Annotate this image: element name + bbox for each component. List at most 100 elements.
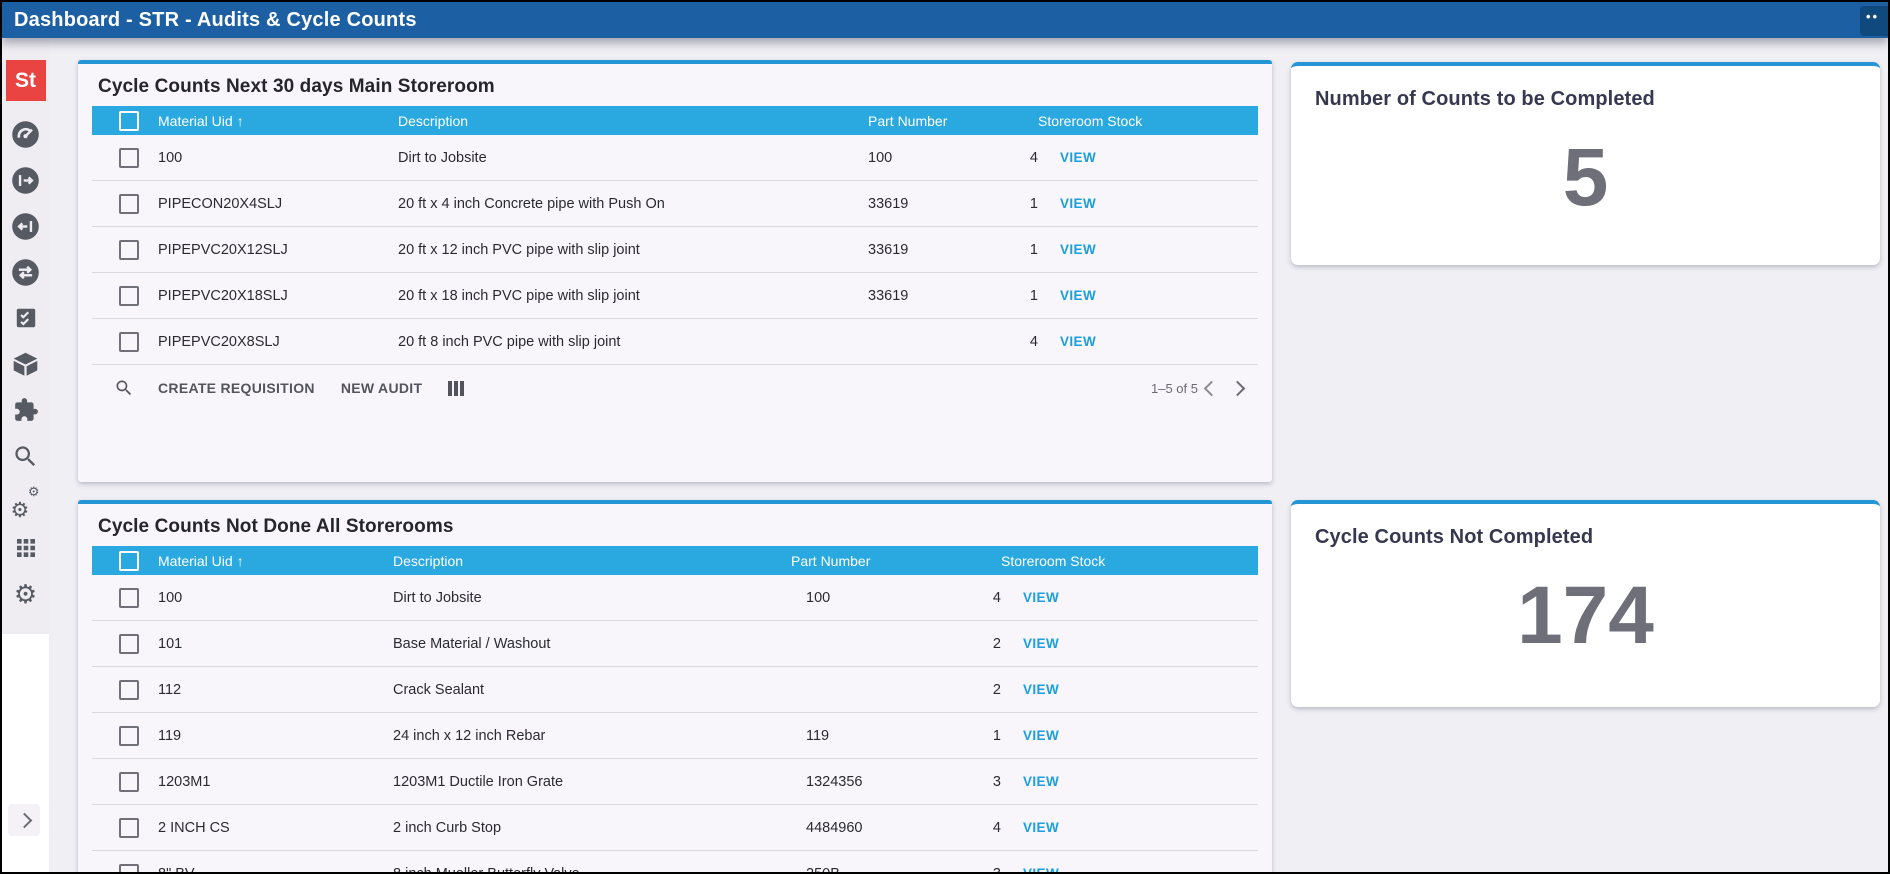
cell-description: 1203M1 Ductile Iron Grate xyxy=(393,773,564,790)
row-checkbox[interactable] xyxy=(119,863,139,872)
apps-grid-icon[interactable] xyxy=(11,533,41,563)
inventory-box-icon[interactable] xyxy=(11,349,41,379)
more-menu-button[interactable]: •• xyxy=(1860,6,1888,36)
view-link[interactable]: VIEW xyxy=(1060,150,1097,165)
expand-sidebar-button[interactable] xyxy=(8,804,40,836)
view-link[interactable]: VIEW xyxy=(1023,866,1060,874)
row-checkbox[interactable] xyxy=(119,771,139,792)
cell-part-number: 100 xyxy=(868,149,893,166)
row-checkbox[interactable] xyxy=(119,633,139,654)
cell-material-uid: 119 xyxy=(158,727,182,744)
row-checkbox[interactable] xyxy=(119,147,139,168)
return-in-icon[interactable] xyxy=(11,211,41,241)
cell-storeroom-stock: 4 xyxy=(992,819,1001,836)
table-footer: CREATE REQUISITION NEW AUDIT 1–5 of 5 xyxy=(92,365,1258,411)
card-cycle-counts-next-30-days: Cycle Counts Next 30 days Main Storeroom… xyxy=(78,60,1272,482)
row-checkbox[interactable] xyxy=(119,587,139,608)
table-header: Material Uid ↑ Description Part Number St… xyxy=(92,546,1258,575)
row-checkbox[interactable] xyxy=(119,193,139,214)
search-icon[interactable] xyxy=(11,441,41,471)
issue-out-icon[interactable] xyxy=(11,165,41,195)
row-checkbox[interactable] xyxy=(119,331,139,352)
table-header: Material Uid ↑ Description Part Number St… xyxy=(92,106,1258,135)
cell-description: 20 ft x 4 inch Concrete pipe with Push O… xyxy=(398,195,665,212)
table-row: 112 Crack Sealant 2 VIEW xyxy=(92,667,1258,713)
view-link[interactable]: VIEW xyxy=(1023,820,1060,835)
cell-description: 24 inch x 12 inch Rebar xyxy=(393,727,546,744)
cell-material-uid: 112 xyxy=(158,681,182,698)
settings-gear-icon[interactable]: ⚙ xyxy=(13,579,38,609)
cell-material-uid: PIPEPVC20X8SLJ xyxy=(158,333,280,350)
extensions-puzzle-icon[interactable] xyxy=(11,395,41,425)
dashboard-gauge-icon[interactable] xyxy=(11,119,41,149)
page-title: Dashboard - STR - Audits & Cycle Counts xyxy=(14,8,417,31)
column-description[interactable]: Description xyxy=(393,552,464,569)
row-checkbox[interactable] xyxy=(119,679,139,700)
column-description[interactable]: Description xyxy=(398,112,469,129)
cell-storeroom-stock: 2 xyxy=(992,681,1001,698)
cell-storeroom-stock: 3 xyxy=(992,773,1001,790)
table-row: 1203M1 1203M1 Ductile Iron Grate 1324356… xyxy=(92,759,1258,805)
sort-asc-icon: ↑ xyxy=(236,112,244,129)
table-row: 100 Dirt to Jobsite 100 4 VIEW xyxy=(92,575,1258,621)
cell-storeroom-stock: 2 xyxy=(992,635,1001,652)
table-row: PIPECON20X4SLJ 20 ft x 4 inch Concrete p… xyxy=(92,181,1258,227)
row-checkbox[interactable] xyxy=(119,725,139,746)
audit-checklist-icon[interactable] xyxy=(11,303,41,333)
cell-material-uid: PIPEPVC20X12SLJ xyxy=(158,241,288,258)
sidebar: St xyxy=(2,38,49,872)
cell-part-number: 33619 xyxy=(868,287,909,304)
cell-storeroom-stock: 4 xyxy=(1029,333,1038,350)
cell-storeroom-stock: 1 xyxy=(1029,287,1038,304)
select-all-checkbox[interactable] xyxy=(119,550,139,571)
row-checkbox[interactable] xyxy=(119,285,139,306)
stat-title: Number of Counts to be Completed xyxy=(1315,88,1655,110)
row-checkbox[interactable] xyxy=(119,817,139,838)
cell-storeroom-stock: 1 xyxy=(1029,241,1038,258)
app-logo[interactable]: St xyxy=(5,60,46,101)
view-link[interactable]: VIEW xyxy=(1060,242,1097,257)
table-row: 8" BV 8 inch Mueller Butterfly Valve 250… xyxy=(92,851,1258,874)
view-link[interactable]: VIEW xyxy=(1023,590,1060,605)
view-link[interactable]: VIEW xyxy=(1060,196,1097,211)
view-link[interactable]: VIEW xyxy=(1023,636,1060,651)
prev-page-button[interactable] xyxy=(1198,375,1224,401)
cell-material-uid: 8" BV xyxy=(158,865,195,874)
admin-gears-icon[interactable]: ⚙ ⚙ xyxy=(10,484,40,522)
card-title: Cycle Counts Not Done All Storerooms xyxy=(98,516,454,537)
view-link[interactable]: VIEW xyxy=(1060,334,1097,349)
cell-material-uid: PIPEPVC20X18SLJ xyxy=(158,287,288,304)
cell-storeroom-stock: 4 xyxy=(1029,149,1038,166)
column-material-uid[interactable]: Material Uid ↑ xyxy=(158,112,244,129)
cell-material-uid: 101 xyxy=(158,635,183,652)
pagination-range: 1–5 of 5 xyxy=(1151,380,1198,396)
new-audit-button[interactable]: NEW AUDIT xyxy=(340,380,423,396)
next-page-button[interactable] xyxy=(1224,375,1250,401)
column-storeroom-stock[interactable]: Storeroom Stock xyxy=(1038,112,1143,129)
search-icon[interactable] xyxy=(114,378,134,398)
table-row: 119 24 inch x 12 inch Rebar 119 1 VIEW xyxy=(92,713,1258,759)
cell-storeroom-stock: 4 xyxy=(992,589,1001,606)
select-all-checkbox[interactable] xyxy=(119,110,139,131)
create-requisition-button[interactable]: CREATE REQUISITION xyxy=(158,380,315,396)
view-link[interactable]: VIEW xyxy=(1023,682,1060,697)
cell-description: 20 ft x 12 inch PVC pipe with slip joint xyxy=(398,241,640,258)
column-part-number[interactable]: Part Number xyxy=(791,552,871,569)
view-link[interactable]: VIEW xyxy=(1023,728,1060,743)
cell-material-uid: 2 INCH CS xyxy=(158,819,230,836)
chevron-left-icon xyxy=(1203,380,1219,396)
column-storeroom-stock[interactable]: Storeroom Stock xyxy=(1001,552,1106,569)
cell-description: Crack Sealant xyxy=(393,681,485,698)
transfer-icon[interactable] xyxy=(11,257,41,287)
cell-description: 20 ft 8 inch PVC pipe with slip joint xyxy=(398,333,621,350)
table-row: 100 Dirt to Jobsite 100 4 VIEW xyxy=(92,135,1258,181)
column-material-uid[interactable]: Material Uid ↑ xyxy=(158,552,244,569)
view-link[interactable]: VIEW xyxy=(1060,288,1097,303)
view-link[interactable]: VIEW xyxy=(1023,774,1060,789)
table-row: 101 Base Material / Washout 2 VIEW xyxy=(92,621,1258,667)
row-checkbox[interactable] xyxy=(119,239,139,260)
column-part-number[interactable]: Part Number xyxy=(868,112,948,129)
columns-icon[interactable] xyxy=(448,380,465,396)
cell-part-number: 4484960 xyxy=(806,819,863,836)
